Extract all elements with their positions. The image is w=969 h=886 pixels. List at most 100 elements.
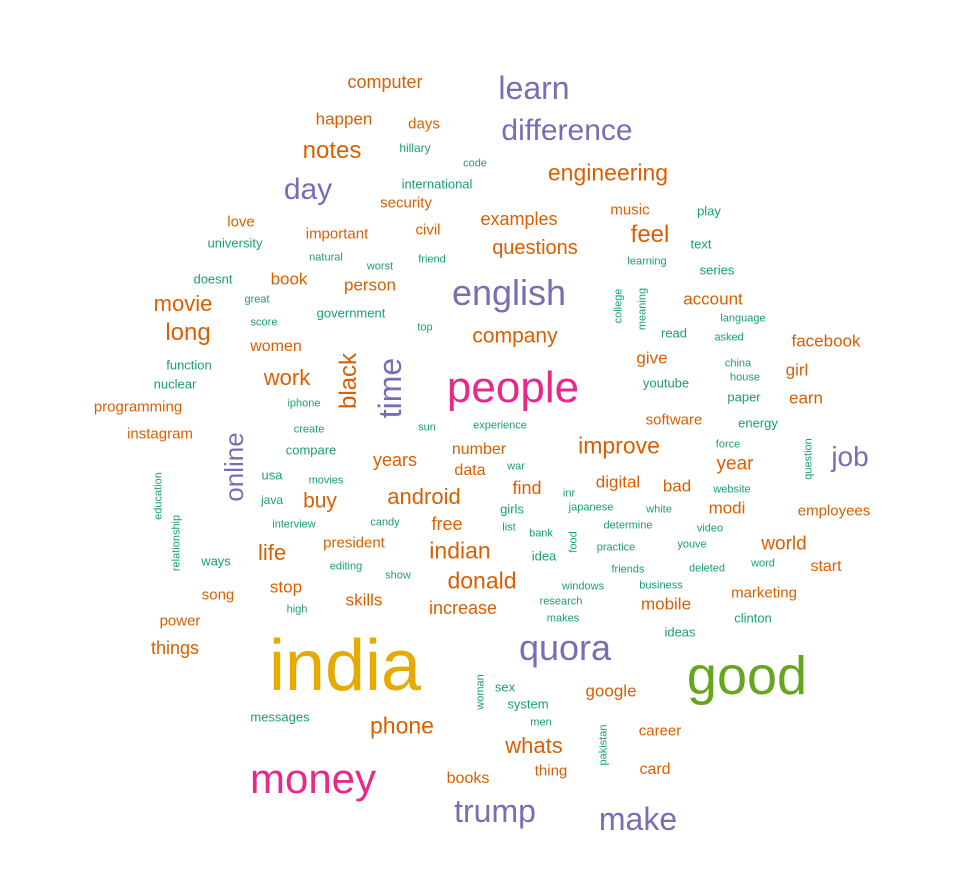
word-website: website — [713, 483, 751, 496]
word-energy: energy — [738, 415, 778, 431]
word-start: start — [810, 558, 842, 575]
word-doesnt: doesnt — [193, 271, 233, 287]
word-windows: windows — [561, 580, 605, 593]
word-company: company — [472, 324, 558, 348]
word-people: people — [446, 363, 580, 412]
word-business: business — [639, 579, 683, 592]
word-earn: earn — [788, 388, 824, 408]
word-ways: ways — [201, 553, 231, 569]
word-paper: paper — [727, 389, 761, 405]
word-life: life — [257, 540, 287, 565]
word-online: online — [219, 432, 249, 502]
word-girl: girl — [785, 360, 809, 380]
word-year: year — [716, 453, 754, 475]
word-instagram: instagram — [127, 425, 193, 443]
word-employees: employees — [797, 502, 871, 520]
word-job: job — [831, 441, 869, 472]
word-trump: trump — [454, 793, 536, 829]
word-make: make — [598, 801, 678, 837]
word-notes: notes — [302, 137, 362, 164]
word-college: college — [612, 288, 625, 324]
word-top: top — [417, 321, 433, 334]
word-person: person — [344, 275, 396, 295]
word-marketing: marketing — [731, 584, 797, 602]
word-university: university — [207, 235, 263, 251]
word-skills: skills — [345, 590, 383, 610]
word-pakistan: pakistan — [597, 724, 610, 766]
word-force: force — [715, 438, 741, 451]
word-play: play — [697, 203, 721, 219]
word-love: love — [227, 213, 255, 231]
word-score: score — [250, 316, 278, 329]
word-text: text — [690, 236, 712, 252]
word-woman: woman — [474, 674, 487, 710]
word-india: india — [268, 626, 422, 706]
word-editing: editing — [329, 560, 363, 573]
word-give: give — [636, 348, 668, 368]
word-software: software — [645, 411, 703, 429]
word-mobile: mobile — [640, 594, 692, 614]
word-thing: thing — [534, 762, 568, 780]
word-account: account — [683, 289, 743, 309]
word-war: war — [507, 460, 525, 473]
word-friend: friend — [418, 253, 446, 266]
word-power: power — [159, 612, 201, 630]
word-google: google — [585, 681, 637, 701]
word-good: good — [686, 646, 808, 706]
word-book: book — [270, 269, 308, 289]
word-asked: asked — [714, 331, 744, 344]
word-data: data — [454, 462, 486, 479]
word-candy: candy — [370, 516, 400, 529]
word-international: international — [401, 176, 473, 192]
word-compare: compare — [285, 442, 337, 458]
word-messages: messages — [250, 709, 310, 725]
word-hillary: hillary — [399, 141, 431, 155]
word-makes: makes — [546, 612, 580, 625]
word-sex: sex — [494, 679, 516, 695]
word-friends: friends — [611, 563, 645, 576]
word-free: free — [431, 514, 463, 534]
word-money: money — [249, 755, 377, 802]
word-music: music — [610, 201, 650, 219]
word-indian: indian — [429, 537, 491, 564]
word-create: create — [293, 423, 325, 436]
word-stop: stop — [269, 577, 303, 597]
word-iphone: iphone — [287, 397, 321, 410]
word-learning: learning — [627, 255, 667, 268]
word-examples: examples — [480, 209, 558, 229]
word-black: black — [335, 352, 362, 410]
word-java: java — [260, 493, 284, 507]
word-idea: idea — [531, 548, 557, 564]
word-youve: youve — [677, 538, 707, 551]
word-natural: natural — [309, 251, 343, 264]
word-read: read — [660, 325, 688, 341]
word-difference: difference — [501, 114, 633, 147]
word-women: women — [250, 338, 302, 355]
word-phone: phone — [370, 712, 434, 739]
word-practice: practice — [596, 541, 636, 554]
word-time: time — [372, 357, 408, 419]
word-china: china — [724, 357, 752, 370]
word-learn: learn — [498, 70, 570, 106]
word-great: great — [244, 293, 270, 306]
word-movies: movies — [308, 474, 344, 487]
word-work: work — [263, 365, 311, 390]
word-system: system — [507, 696, 549, 712]
word-deleted: deleted — [688, 562, 726, 575]
word-government: government — [316, 305, 386, 321]
word-digital: digital — [595, 472, 641, 492]
word-things: things — [150, 638, 200, 658]
word-determine: determine — [603, 519, 653, 532]
word-computer: computer — [347, 72, 423, 92]
word-function: function — [166, 357, 212, 373]
word-bank: bank — [529, 527, 553, 540]
word-important: important — [305, 225, 369, 243]
word-youtube: youtube — [642, 375, 690, 391]
word-meaning: meaning — [636, 287, 649, 331]
word-clinton: clinton — [734, 610, 772, 626]
word-modi: modi — [708, 498, 746, 518]
word-donald: donald — [447, 567, 517, 594]
word-language: language — [720, 312, 766, 325]
word-happen: happen — [315, 109, 373, 129]
word-nuclear: nuclear — [153, 376, 197, 392]
